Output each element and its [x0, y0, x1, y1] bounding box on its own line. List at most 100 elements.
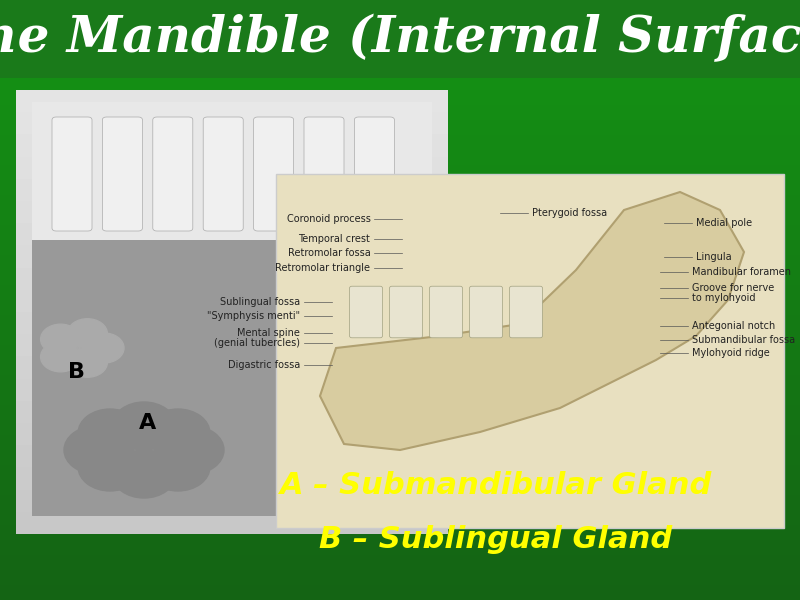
FancyBboxPatch shape: [52, 117, 92, 231]
Bar: [16, 134, 448, 157]
Circle shape: [78, 409, 142, 457]
Bar: [16, 423, 448, 445]
Bar: [16, 312, 448, 334]
Bar: [0, 510, 800, 525]
FancyBboxPatch shape: [16, 90, 448, 534]
Text: Mandibular foramen: Mandibular foramen: [692, 268, 791, 277]
FancyBboxPatch shape: [304, 117, 344, 231]
Text: B – Sublingual Gland: B – Sublingual Gland: [319, 526, 673, 554]
Bar: [0, 495, 800, 510]
Bar: [16, 334, 448, 356]
Bar: [0, 210, 800, 225]
Bar: [16, 356, 448, 379]
Bar: [16, 245, 448, 268]
Bar: [0, 540, 800, 555]
Bar: [16, 201, 448, 223]
Bar: [16, 157, 448, 179]
Bar: [16, 179, 448, 201]
Text: Groove for nerve: Groove for nerve: [692, 283, 774, 293]
Bar: [0, 105, 800, 120]
Text: (genial tubercles): (genial tubercles): [214, 338, 300, 348]
Text: Antegonial notch: Antegonial notch: [692, 322, 775, 331]
Bar: [0, 195, 800, 210]
FancyBboxPatch shape: [276, 174, 784, 528]
FancyBboxPatch shape: [153, 117, 193, 231]
Bar: [0, 0, 800, 15]
Text: "Symphysis menti": "Symphysis menti": [207, 311, 300, 321]
Circle shape: [146, 443, 210, 491]
Bar: [16, 223, 448, 245]
Bar: [16, 467, 448, 490]
Text: Temporal crest: Temporal crest: [298, 234, 370, 244]
Text: B: B: [67, 362, 85, 382]
Bar: [16, 112, 448, 134]
FancyBboxPatch shape: [470, 286, 502, 338]
Text: Submandibular fossa: Submandibular fossa: [692, 335, 795, 344]
Bar: [0, 165, 800, 180]
Bar: [0, 525, 800, 540]
Bar: [0, 405, 800, 420]
Bar: [0, 255, 800, 270]
Circle shape: [78, 443, 142, 491]
Bar: [0, 315, 800, 330]
Text: Pterygoid fossa: Pterygoid fossa: [532, 208, 607, 218]
Bar: [16, 290, 448, 312]
Bar: [16, 379, 448, 401]
Bar: [0, 60, 800, 75]
Bar: [0, 285, 800, 300]
Circle shape: [84, 333, 124, 363]
Circle shape: [146, 409, 210, 457]
Bar: [0, 390, 800, 405]
FancyBboxPatch shape: [102, 117, 142, 231]
Circle shape: [67, 347, 107, 377]
Circle shape: [112, 402, 176, 450]
Bar: [0, 330, 800, 345]
Polygon shape: [320, 192, 744, 450]
Bar: [0, 150, 800, 165]
Bar: [0, 135, 800, 150]
Text: A: A: [139, 413, 157, 433]
Circle shape: [67, 319, 107, 349]
FancyBboxPatch shape: [430, 286, 462, 338]
Bar: [0, 75, 800, 90]
Bar: [16, 90, 448, 112]
Bar: [0, 585, 800, 600]
Circle shape: [41, 324, 81, 354]
Bar: [0, 555, 800, 570]
Text: Medial pole: Medial pole: [696, 218, 752, 228]
Bar: [0, 570, 800, 585]
Circle shape: [64, 426, 128, 474]
FancyBboxPatch shape: [350, 286, 382, 338]
Bar: [16, 490, 448, 512]
FancyBboxPatch shape: [510, 286, 542, 338]
Bar: [16, 445, 448, 467]
Bar: [0, 345, 800, 360]
Bar: [16, 512, 448, 534]
Bar: [32, 240, 448, 516]
Circle shape: [112, 450, 176, 498]
FancyBboxPatch shape: [254, 117, 294, 231]
Bar: [0, 450, 800, 465]
Bar: [0, 465, 800, 480]
Bar: [0, 0, 800, 78]
Text: The Mandible (Internal Surface): The Mandible (Internal Surface): [0, 14, 800, 64]
Bar: [0, 180, 800, 195]
Text: Lingula: Lingula: [696, 252, 732, 262]
Bar: [0, 420, 800, 435]
Text: Retromolar fossa: Retromolar fossa: [288, 248, 370, 258]
Bar: [0, 15, 800, 30]
Bar: [0, 120, 800, 135]
Bar: [0, 360, 800, 375]
Bar: [0, 375, 800, 390]
Text: Coronoid process: Coronoid process: [286, 214, 370, 224]
FancyBboxPatch shape: [203, 117, 243, 231]
Bar: [0, 30, 800, 45]
Text: Mental spine: Mental spine: [237, 328, 300, 338]
Circle shape: [160, 426, 224, 474]
Bar: [0, 90, 800, 105]
Bar: [32, 102, 432, 240]
Text: Digastric fossa: Digastric fossa: [228, 360, 300, 370]
Text: Mylohyoid ridge: Mylohyoid ridge: [692, 348, 770, 358]
Bar: [0, 240, 800, 255]
Bar: [0, 45, 800, 60]
